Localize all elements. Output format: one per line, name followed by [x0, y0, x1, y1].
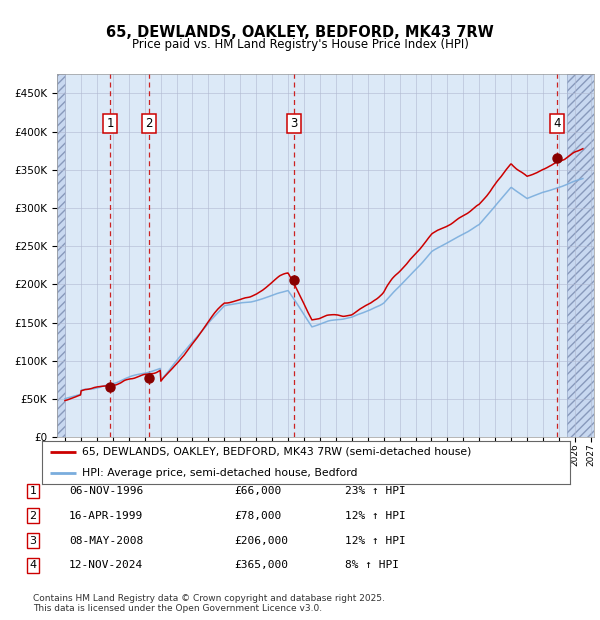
Text: 4: 4: [29, 560, 37, 570]
Text: £365,000: £365,000: [234, 560, 288, 570]
Text: 2: 2: [146, 117, 153, 130]
Bar: [57, 74, 65, 437]
Text: 8% ↑ HPI: 8% ↑ HPI: [345, 560, 399, 570]
Text: £206,000: £206,000: [234, 536, 288, 546]
Text: £78,000: £78,000: [234, 511, 281, 521]
Text: 65, DEWLANDS, OAKLEY, BEDFORD, MK43 7RW: 65, DEWLANDS, OAKLEY, BEDFORD, MK43 7RW: [106, 25, 494, 40]
Text: 08-MAY-2008: 08-MAY-2008: [69, 536, 143, 546]
Text: £66,000: £66,000: [234, 486, 281, 496]
Text: Price paid vs. HM Land Registry's House Price Index (HPI): Price paid vs. HM Land Registry's House …: [131, 38, 469, 51]
Text: 1: 1: [29, 486, 37, 496]
Text: 1: 1: [107, 117, 114, 130]
Text: 3: 3: [290, 117, 298, 130]
Text: 3: 3: [29, 536, 37, 546]
Text: 16-APR-1999: 16-APR-1999: [69, 511, 143, 521]
Text: 4: 4: [553, 117, 560, 130]
Text: 06-NOV-1996: 06-NOV-1996: [69, 486, 143, 496]
Text: Contains HM Land Registry data © Crown copyright and database right 2025.
This d: Contains HM Land Registry data © Crown c…: [33, 594, 385, 613]
Text: 12-NOV-2024: 12-NOV-2024: [69, 560, 143, 570]
Text: 2: 2: [29, 511, 37, 521]
Text: HPI: Average price, semi-detached house, Bedford: HPI: Average price, semi-detached house,…: [82, 468, 357, 478]
Text: 12% ↑ HPI: 12% ↑ HPI: [345, 536, 406, 546]
Text: 23% ↑ HPI: 23% ↑ HPI: [345, 486, 406, 496]
Text: 12% ↑ HPI: 12% ↑ HPI: [345, 511, 406, 521]
Bar: [567, 74, 594, 437]
Text: 65, DEWLANDS, OAKLEY, BEDFORD, MK43 7RW (semi-detached house): 65, DEWLANDS, OAKLEY, BEDFORD, MK43 7RW …: [82, 447, 471, 457]
